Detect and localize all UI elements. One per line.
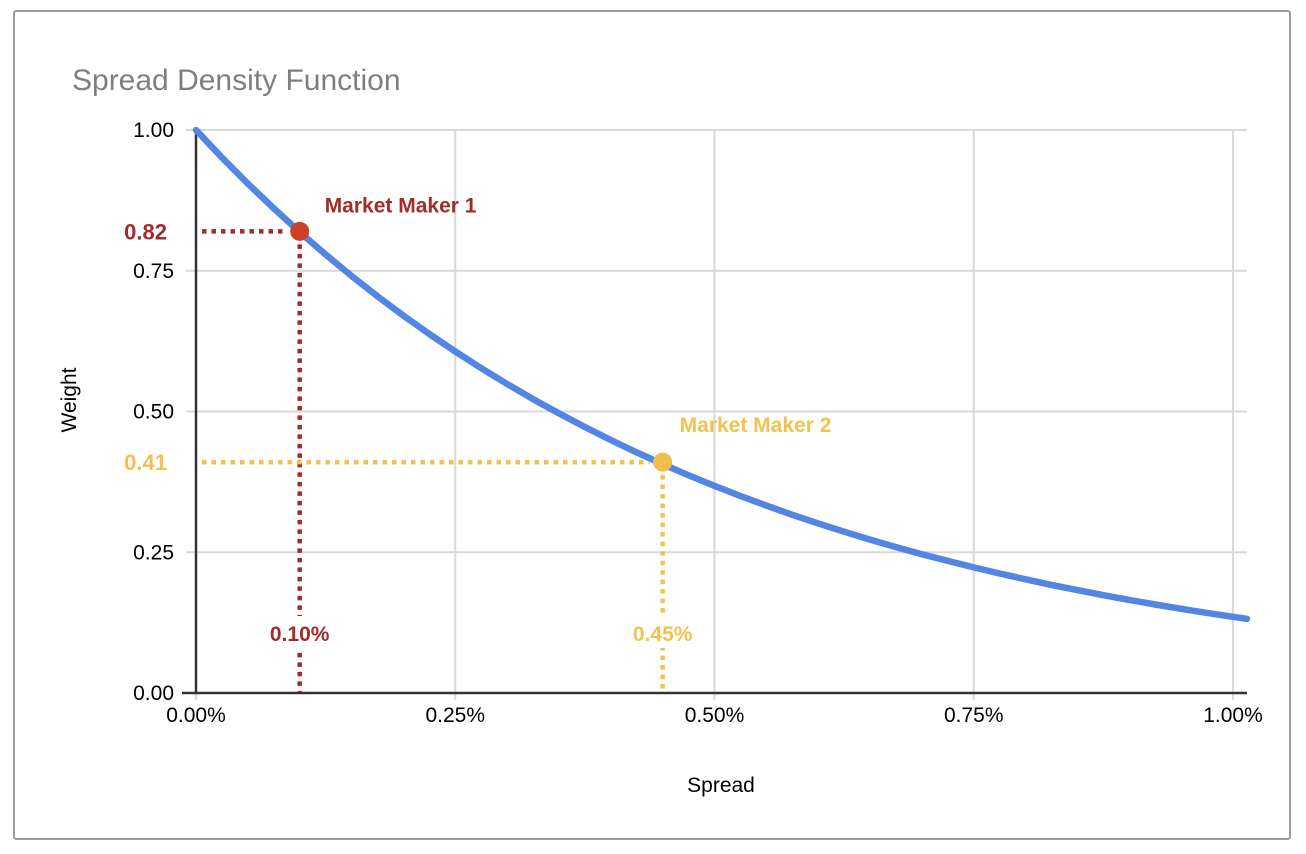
y-tick-label: 0.75: [133, 260, 174, 283]
x-tick-label: 0.75%: [944, 704, 1004, 727]
density-curve-line: [192, 126, 1251, 623]
axes: [182, 130, 1247, 695]
marker-xval-mask: [614, 616, 711, 648]
marker-y-value-label: 0.82: [124, 219, 167, 244]
marker-x-value-label: 0.45%: [633, 623, 693, 646]
y-tick-label: 0.25: [133, 541, 174, 564]
y-axis-title: Weight: [58, 367, 81, 432]
marker-x-value-label: 0.10%: [270, 623, 330, 646]
tick-labels: 0.00% 0.25% 0.50% 0.75% 1.00% 0.00 0.25 0.50 0.7…: [133, 119, 1263, 727]
marker-name-label: Market Maker 2: [680, 414, 832, 437]
x-tick-label: 0.50%: [685, 704, 745, 727]
chart-title: Spread Density Function: [72, 64, 401, 97]
marker-point: [653, 452, 673, 472]
x-axis-title: Spread: [687, 774, 755, 797]
x-tick-label: 0.00%: [166, 704, 226, 727]
chart-frame: Spread Density Function: [13, 10, 1291, 840]
x-tick-label: 1.00%: [1203, 704, 1263, 727]
marker-name-label: Market Maker 1: [325, 194, 477, 217]
marker-y-value-label: 0.41: [124, 450, 167, 475]
marker-points: [290, 221, 673, 472]
marker-xval-mask: [251, 616, 348, 648]
marker-point: [290, 221, 310, 241]
x-tick-label: 0.25%: [425, 704, 485, 727]
y-tick-label: 1.00: [133, 119, 174, 142]
y-tick-label: 0.00: [133, 682, 174, 705]
density-curve: [192, 126, 1251, 623]
y-tick-label: 0.50: [133, 401, 174, 424]
marker-labels: 0.10% 0.82 Market Maker 1 0.45% 0.41 Market M…: [124, 194, 831, 648]
